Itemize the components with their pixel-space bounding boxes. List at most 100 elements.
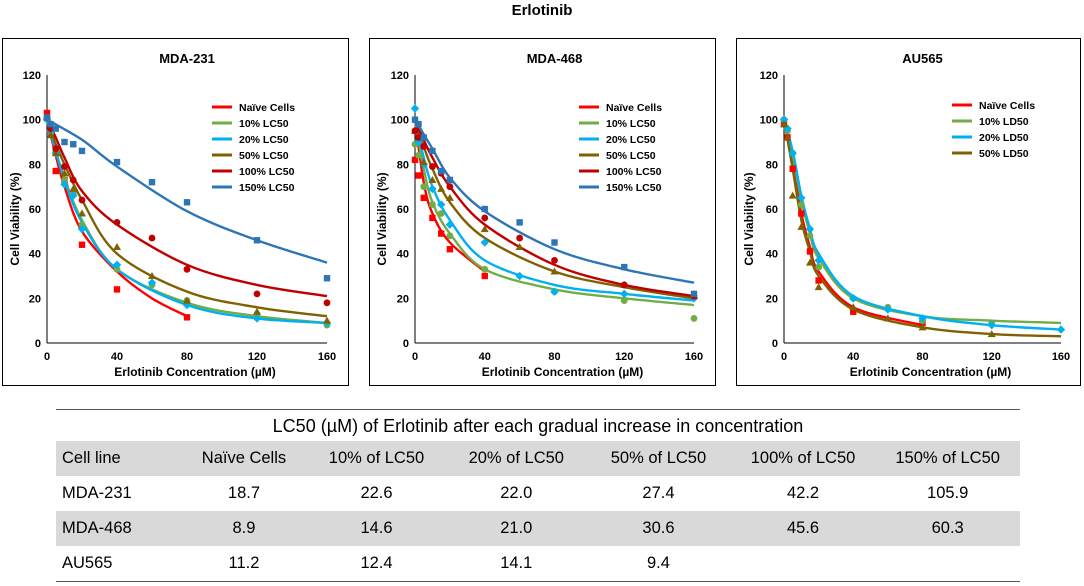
data-point-50-ld50	[797, 222, 806, 230]
table-cell: 18.7	[227, 484, 261, 502]
data-point-na-ve-cells	[411, 156, 419, 164]
legend-label-na-ve-cells: Naïve Cells	[239, 102, 295, 114]
table-bottom-rule	[56, 581, 1020, 582]
x-tick-label: 160	[318, 351, 336, 363]
legend-label-10-lc50: 10% LC50	[606, 118, 656, 130]
data-point-50-lc50	[550, 267, 559, 275]
data-point-150-lc50	[61, 138, 68, 146]
table-cell: 14.6	[306, 511, 447, 546]
data-point-100-lc50	[148, 234, 156, 242]
table-cell: 22.0	[500, 484, 533, 502]
data-point-na-ve-cells	[43, 109, 51, 117]
data-point-20-lc50	[445, 220, 455, 229]
table-cell: 105.9	[927, 484, 969, 502]
table-header-cell: Naïve Cells	[181, 441, 307, 476]
data-point-150-lc50	[43, 114, 51, 121]
y-tick-label: 0	[35, 338, 41, 350]
table-cell: 60.3	[875, 511, 1020, 546]
data-point-20-lc50	[410, 104, 420, 113]
data-point-100-lc50	[516, 234, 524, 242]
data-point-150-lc50	[446, 176, 454, 184]
legend-label-150-lc50: 150% LC50	[239, 182, 295, 194]
data-point-20-lc50	[436, 200, 446, 209]
data-point-20-lc50	[428, 184, 437, 194]
x-tick-label: 120	[248, 351, 266, 363]
data-point-20-lc50	[147, 278, 157, 287]
table-header-cell: 150% of LC50	[875, 441, 1020, 476]
data-point-20-lc50	[252, 314, 262, 323]
data-point-150-lc50	[47, 120, 54, 128]
table-cell: AU565	[62, 554, 113, 572]
data-point-50-lc50	[419, 158, 428, 166]
table-row: AU565 11.2 12.4 14.1 9.4	[56, 546, 1020, 581]
x-tick-label: 40	[479, 351, 491, 363]
table-cell: 11.2	[228, 554, 260, 572]
data-point-10-ld50	[806, 232, 814, 240]
y-tick-label: 40	[29, 249, 41, 261]
legend-label-10-lc50: 10% LC50	[239, 118, 289, 130]
data-point-na-ve-cells	[798, 210, 805, 217]
table-row: MDA-468 8.9 14.6 21.0 30.6 45.6 60.3	[56, 511, 1020, 546]
data-point-150-lc50	[78, 147, 86, 155]
data-point-10-lc50	[429, 201, 436, 208]
data-point-na-ve-cells	[52, 167, 59, 175]
y-tick-label: 100	[391, 115, 409, 127]
data-point-150-lc50	[437, 167, 445, 175]
data-point-50-lc50	[183, 296, 191, 304]
data-point-50-lc50	[437, 184, 446, 192]
data-point-10-lc50	[481, 265, 489, 273]
data-point-20-ld50	[814, 256, 823, 265]
y-tick-label: 60	[29, 204, 41, 216]
x-axis-label: Erlotinib Concentration (µM)	[114, 365, 276, 379]
table-header-cell: 50% of LC50	[586, 441, 731, 476]
legend-label-100-lc50: 100% LC50	[239, 166, 295, 178]
data-point-100-lc50	[323, 299, 331, 307]
table-cell: 21.0	[446, 511, 587, 546]
data-point-50-ld50	[780, 120, 788, 128]
y-tick-label: 40	[766, 249, 778, 261]
x-tick-label: 0	[781, 351, 787, 363]
data-point-100-lc50	[253, 290, 261, 298]
data-point-50-ld50	[918, 323, 927, 331]
data-point-na-ve-cells	[789, 165, 796, 172]
data-point-100-lc50	[415, 134, 422, 141]
data-point-na-ve-cells	[850, 308, 857, 315]
data-point-50-lc50	[253, 307, 261, 315]
data-point-20-lc50	[69, 191, 78, 200]
y-tick-label: 120	[23, 70, 41, 82]
data-point-na-ve-cells	[415, 172, 422, 179]
data-point-50-lc50	[46, 131, 55, 139]
legend-label-50-lc50: 50% LC50	[606, 150, 656, 162]
y-tick-label: 20	[766, 293, 778, 305]
data-point-10-lc50	[446, 232, 454, 240]
table-cell: MDA-231	[62, 484, 132, 502]
table-cell	[875, 546, 1020, 581]
legend-label-10-ld50: 10% LD50	[979, 116, 1029, 128]
data-point-50-lc50	[515, 242, 524, 250]
figure-title: Erlotinib	[511, 2, 573, 19]
legend-label-150-lc50: 150% LC50	[606, 182, 662, 194]
data-point-100-lc50	[551, 256, 558, 264]
data-point-100-lc50	[411, 127, 419, 135]
data-point-100-lc50	[183, 265, 191, 273]
data-point-150-lc50	[52, 125, 59, 132]
data-point-20-ld50	[987, 320, 996, 330]
x-tick-label: 40	[847, 351, 859, 363]
table-header-cell: 100% of LC50	[730, 441, 876, 476]
data-point-150-lc50	[183, 199, 191, 206]
data-point-20-ld50	[849, 294, 858, 303]
table-row: MDA-231 18.7 22.6 22.0 27.4 42.2 105.9	[56, 476, 1020, 511]
data-point-na-ve-cells	[78, 241, 86, 248]
data-point-na-ve-cells	[113, 286, 121, 293]
y-axis-label: Cell Viability (%)	[8, 172, 22, 265]
data-point-50-lc50	[51, 149, 60, 157]
y-tick-label: 80	[29, 159, 41, 171]
data-point-na-ve-cells	[429, 214, 436, 222]
data-point-10-lc50	[620, 297, 628, 304]
table-cell: 42.2	[786, 484, 820, 502]
data-point-100-lc50	[69, 176, 77, 184]
table-cell: 9.4	[646, 554, 670, 572]
y-axis-label: Cell Viability (%)	[375, 172, 389, 265]
data-point-100-lc50	[481, 214, 489, 222]
data-point-50-lc50	[323, 316, 331, 324]
